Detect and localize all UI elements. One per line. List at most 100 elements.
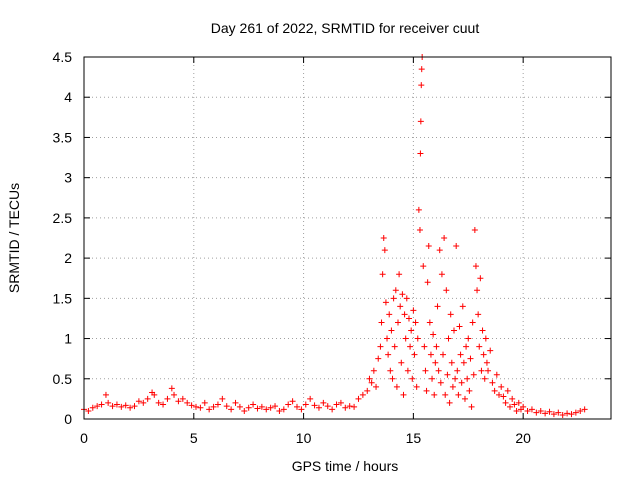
data-point [417, 150, 424, 157]
data-point [471, 226, 478, 233]
data-point [298, 406, 305, 413]
data-point [515, 399, 522, 406]
data-point [188, 402, 195, 409]
data-point [479, 327, 486, 334]
data-point [254, 405, 261, 412]
data-point [263, 406, 270, 413]
data-point [422, 367, 429, 374]
data-point [399, 291, 406, 298]
data-point [302, 401, 309, 408]
data-point [359, 391, 366, 398]
data-point [461, 395, 468, 402]
grid [84, 57, 611, 419]
data-point [533, 409, 540, 416]
data-point [385, 351, 392, 358]
data-point [478, 367, 485, 374]
data-point [435, 367, 442, 374]
data-point [250, 401, 257, 408]
data-point [491, 387, 498, 394]
data-point [468, 403, 475, 410]
data-point [415, 206, 422, 213]
y-tick-label: 1 [64, 331, 72, 347]
data-points [81, 54, 588, 418]
data-point [476, 343, 483, 350]
data-point [393, 383, 400, 390]
data-point [487, 347, 494, 354]
x-axis-label: GPS time / hours [292, 458, 399, 474]
data-point [405, 315, 412, 322]
data-point [140, 399, 147, 406]
data-point [440, 351, 447, 358]
data-point [389, 375, 396, 382]
data-point [581, 406, 588, 413]
data-point [442, 391, 449, 398]
data-point [397, 303, 404, 310]
data-point [144, 395, 151, 402]
data-point [267, 404, 274, 411]
y-tick-label: 1.5 [53, 290, 73, 306]
data-point [378, 319, 385, 326]
data-point [258, 403, 265, 410]
data-point [418, 66, 425, 73]
data-point [463, 343, 470, 350]
data-point [450, 327, 457, 334]
data-point [232, 399, 239, 406]
data-point [500, 393, 507, 400]
data-point [459, 303, 466, 310]
data-point [448, 359, 455, 366]
data-point [168, 385, 175, 392]
data-point [102, 391, 109, 398]
data-point [432, 359, 439, 366]
data-point [572, 409, 579, 416]
data-point [324, 403, 331, 410]
data-point [474, 287, 481, 294]
y-tick-label: 0.5 [53, 371, 73, 387]
data-point [398, 359, 405, 366]
data-point [513, 407, 520, 414]
data-point [482, 335, 489, 342]
data-point [537, 407, 544, 414]
data-point [559, 411, 566, 418]
data-point [483, 359, 490, 366]
data-point [498, 383, 505, 390]
data-point [280, 406, 287, 413]
data-point [351, 403, 358, 410]
data-point [443, 287, 450, 294]
data-point [228, 406, 235, 413]
data-point [434, 303, 441, 310]
data-point [445, 335, 452, 342]
data-point [373, 383, 380, 390]
data-point [382, 299, 389, 306]
data-point [210, 403, 217, 410]
data-point [555, 409, 562, 416]
data-point [502, 399, 509, 406]
data-point [384, 335, 391, 342]
axis-ticks: 0 5 10 15 20 0 0.5 1 1.5 2 2.5 3 3.5 4 4.5 [53, 49, 611, 446]
data-point [423, 387, 430, 394]
data-point [421, 343, 428, 350]
data-point [85, 407, 92, 414]
data-point [236, 403, 243, 410]
y-tick-label: 3.5 [53, 129, 73, 145]
data-point [285, 401, 292, 408]
data-point [164, 395, 171, 402]
data-point [414, 335, 421, 342]
data-point [402, 335, 409, 342]
data-point [337, 399, 344, 406]
data-point [105, 399, 112, 406]
data-point [475, 311, 482, 318]
data-point [528, 406, 535, 413]
x-tick-label: 5 [190, 430, 198, 446]
data-point [412, 319, 419, 326]
data-point [401, 311, 408, 318]
data-point [403, 295, 410, 302]
data-point [524, 407, 531, 414]
data-point [366, 375, 373, 382]
data-point [455, 391, 462, 398]
data-point [375, 355, 382, 362]
y-tick-label: 4.5 [53, 49, 73, 65]
data-point [458, 379, 465, 386]
data-point [223, 403, 230, 410]
data-point [472, 263, 479, 270]
data-point [420, 263, 427, 270]
